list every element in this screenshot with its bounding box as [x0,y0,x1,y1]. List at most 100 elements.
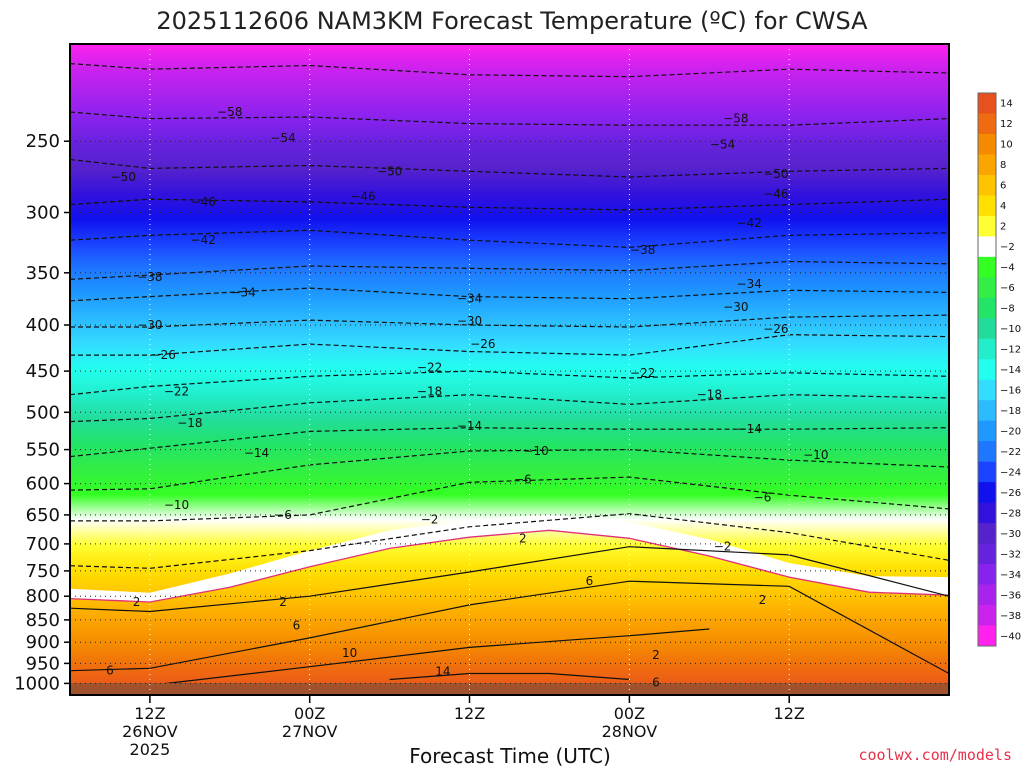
colorbar-label: 14 [1000,99,1013,110]
y-tick-label: 850 [26,610,60,631]
y-tick-label: 350 [26,263,60,284]
contour-line [70,111,949,126]
contour-label: −34 [457,292,482,306]
colorbar-swatch [978,400,996,422]
contour-label: −46 [350,190,375,204]
colorbar-swatch [978,543,996,565]
contour-line [149,628,710,686]
x-tick-label: 26NOV [122,722,178,741]
contour-label: −22 [630,366,655,380]
contour-label: −46 [763,187,788,201]
colorbar-swatch [978,461,996,483]
contour-label: −54 [710,137,735,151]
colorbar-swatch [978,441,996,463]
contour-label: 2 [519,531,527,545]
contour-label: −6 [274,508,292,522]
colorbar-label: −16 [1000,386,1021,397]
contour-labels: −58 −58−54 −54−50 −50 −50−46 −46 −46−42−42−38−… [106,105,828,690]
contour-label: −14 [737,422,762,436]
colorbar-label: −18 [1000,406,1021,417]
colorbar-swatch [978,174,996,196]
colorbar-label: −24 [1000,467,1021,478]
contour-label: −10 [523,444,548,458]
contour-label: 2 [279,595,287,609]
contour-label: −2 [714,540,732,554]
colorbar-label: −40 [1000,631,1021,642]
chart-title: 2025112606 NAM3KM Forecast Temperature (… [156,7,868,35]
contour-line [389,672,630,681]
contour-label: −46 [191,195,216,209]
contour-label: −54 [270,131,295,145]
contour-label: 2 [759,593,767,607]
y-tick-label: 400 [26,315,60,336]
credit-link[interactable]: coolwx.com/models [858,746,1012,764]
contour-label: 2 [133,595,141,609]
y-tick-label: 950 [26,653,60,674]
contour-label: −6 [754,491,772,505]
x-tick-label: 12Z [454,704,485,723]
colorbar-swatch [978,420,996,442]
colorbar-label: −6 [1000,283,1015,294]
colorbar-label: −8 [1000,304,1015,315]
colorbar-label: −2 [1000,242,1015,253]
colorbar-swatch [978,297,996,319]
contour-label: −18 [697,388,722,402]
contour-label: −42 [737,216,762,230]
x-tick-label: 12Z [134,704,165,723]
colorbar-label: −34 [1000,570,1021,581]
colorbar-swatch [978,379,996,401]
colorbar-label: −14 [1000,365,1021,376]
colorbar-label: −20 [1000,426,1021,437]
contour-label: −22 [417,361,442,375]
contour-label: 6 [586,574,594,588]
contour-label: −14 [457,419,482,433]
contour-label: −2 [421,513,439,527]
y-tick-label: 900 [26,632,60,653]
contour-line [70,370,949,396]
contour-label: 6 [652,676,660,690]
gridlines [70,44,949,695]
colorbar-swatch [978,133,996,155]
contour-label: −50 [377,164,402,178]
temperature-field [70,44,949,695]
contour-label: −50 [111,170,136,184]
colorbar-swatch [978,605,996,626]
y-tick-label: 250 [26,131,60,152]
colorbar-swatch [978,215,996,237]
contour-label: −18 [417,384,442,398]
contour-label: 14 [435,665,450,679]
contour-label: −30 [457,314,482,328]
x-tick-label: 00Z [294,704,325,723]
colorbar-swatch [978,318,996,340]
colorbar-swatch [978,154,996,176]
contour-label: −30 [137,318,162,332]
contour-label: 6 [106,664,114,678]
colorbar-frame [977,92,997,647]
colorbar-label: 10 [1000,140,1013,151]
x-tick-label: 28NOV [602,722,658,741]
contour-line [70,476,949,522]
y-tick-label: 700 [26,534,60,555]
contour-label: 6 [293,618,301,632]
colorbar-label: 6 [1000,181,1006,192]
contour-label: −10 [803,448,828,462]
freezing-level-line [70,529,949,603]
contour-line [70,229,949,249]
x-tick-label: 00Z [614,704,645,723]
contour-label: 2 [652,648,660,662]
contour-label: −50 [763,167,788,181]
colorbar-label: −4 [1000,263,1015,274]
contour-label: −18 [177,416,202,430]
plot-frame [69,43,950,696]
colorbar-label: −28 [1000,508,1021,519]
contour-label: −30 [723,300,748,314]
contour-label: −26 [763,322,788,336]
contour-label: −38 [137,270,162,284]
colorbar-label: 2 [1000,222,1006,233]
colorbar-label: 8 [1000,160,1006,171]
contour-label: 10 [342,646,357,660]
colorbar-label: −10 [1000,324,1021,335]
ground-surface [70,683,949,695]
freezing-band [70,514,949,602]
